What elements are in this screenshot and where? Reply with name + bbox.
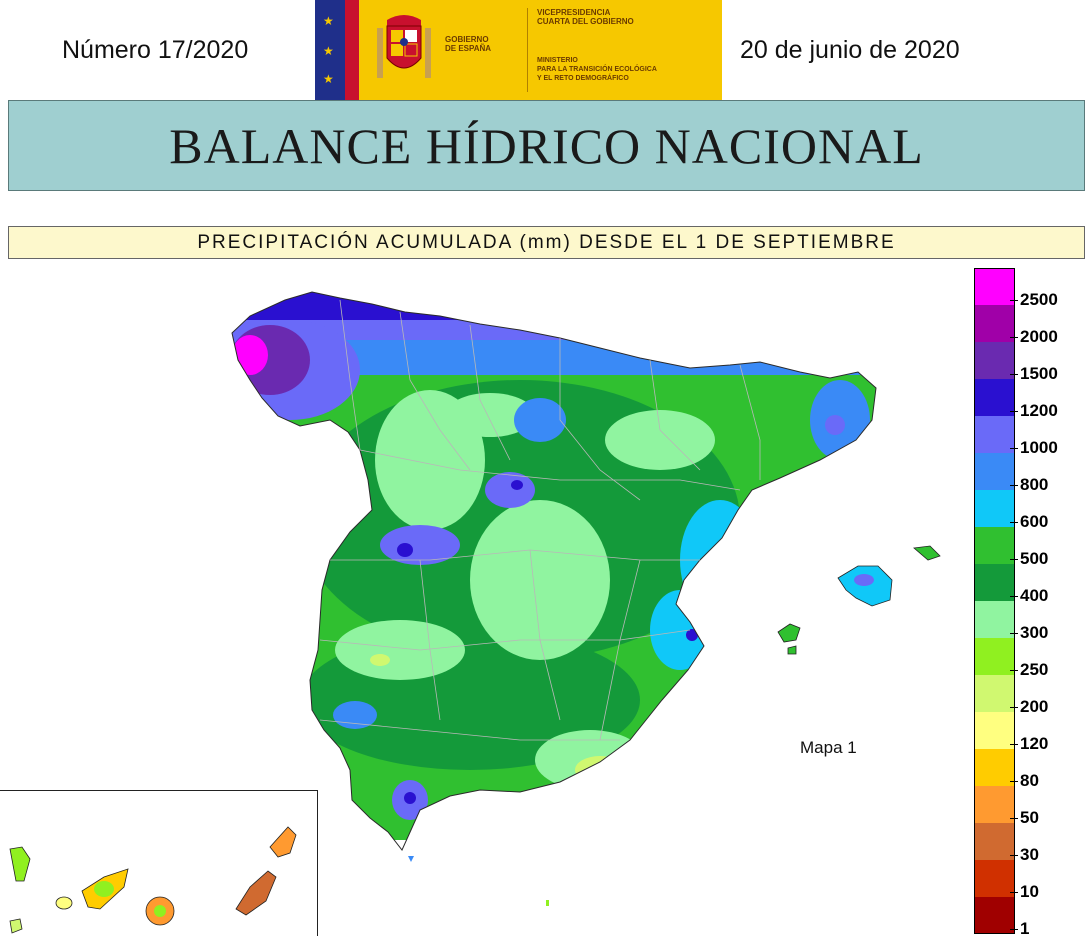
peninsula-outline xyxy=(231,291,877,851)
legend-label: 1 xyxy=(1020,919,1030,938)
legend-swatch xyxy=(974,342,1015,379)
gobierno-text: GOBIERNO DE ESPAÑA xyxy=(445,35,492,53)
legend-swatch xyxy=(974,675,1015,712)
logo-divider xyxy=(527,8,528,92)
legend-swatch xyxy=(974,749,1015,786)
map-subtitle: PRECIPITACIÓN ACUMULADA (mm) DESDE EL 1 … xyxy=(197,232,896,253)
flag-red-stripe xyxy=(345,0,359,100)
legend-tick xyxy=(1010,596,1018,597)
issue-date: 20 de junio de 2020 xyxy=(740,36,960,64)
legend-label: 2500 xyxy=(1020,290,1058,309)
legend-label: 30 xyxy=(1020,845,1039,864)
legend-label: 1500 xyxy=(1020,364,1058,383)
province-boundaries xyxy=(319,299,761,741)
page-title: BALANCE HÍDRICO NACIONAL xyxy=(169,118,924,174)
legend-tick xyxy=(1010,633,1018,634)
legend-swatch xyxy=(974,601,1015,638)
legend-tick xyxy=(1010,744,1018,745)
government-logo: ★ ★ ★ GOBIERNO DE ESPAÑA VICEPRESIDENCIA… xyxy=(315,0,722,100)
legend-label: 800 xyxy=(1020,475,1049,494)
melilla-marker xyxy=(546,900,549,906)
vicepresidencia-text: VICEPRESIDENCIA CUARTA DEL GOBIERNO xyxy=(537,8,634,26)
legend-label: 1200 xyxy=(1020,401,1058,420)
eu-flag-strip: ★ ★ ★ xyxy=(315,0,345,100)
star-icon: ★ xyxy=(323,44,334,58)
legend-swatch xyxy=(974,527,1015,564)
legend-swatch xyxy=(974,860,1015,897)
legend-swatch xyxy=(974,638,1015,675)
legend-label: 300 xyxy=(1020,623,1049,642)
star-icon: ★ xyxy=(323,14,334,28)
legend-tick xyxy=(1010,707,1018,708)
legend-tick xyxy=(1010,929,1018,930)
legend-label: 500 xyxy=(1020,549,1049,568)
legend-swatch xyxy=(974,416,1015,453)
legend-tick xyxy=(1010,337,1018,338)
legend-swatch xyxy=(974,786,1015,823)
legend-swatch xyxy=(974,897,1015,934)
legend-swatch xyxy=(974,453,1015,490)
legend-tick xyxy=(1010,374,1018,375)
coat-of-arms-icon xyxy=(377,15,431,78)
legend-tick xyxy=(1010,670,1018,671)
legend-swatch xyxy=(974,305,1015,342)
legend-tick xyxy=(1010,448,1018,449)
legend-label: 80 xyxy=(1020,771,1039,790)
balearic-islands xyxy=(777,545,941,655)
legend-label: 1000 xyxy=(1020,438,1058,457)
legend-tick xyxy=(1010,411,1018,412)
map-label: Mapa 1 xyxy=(800,738,857,757)
legend-swatch xyxy=(974,490,1015,527)
legend-tick xyxy=(1010,818,1018,819)
precipitation-legend: 2500 2000 1500 1200 1000 800 600 500 400 300 250 20… xyxy=(972,268,1085,948)
legend-swatch xyxy=(974,823,1015,860)
legend-tick xyxy=(1010,522,1018,523)
header: Número 17/2020 ★ ★ ★ GOBIERNO DE ESPAÑA … xyxy=(0,0,1085,100)
legend-label: 2000 xyxy=(1020,327,1058,346)
legend-label: 600 xyxy=(1020,512,1049,531)
canary-islands-inset xyxy=(0,790,318,936)
legend-label: 250 xyxy=(1020,660,1049,679)
issue-number: Número 17/2020 xyxy=(62,36,249,64)
legend-swatch xyxy=(974,712,1015,749)
legend-label: 120 xyxy=(1020,734,1049,753)
subtitle-band: PRECIPITACIÓN ACUMULADA (mm) DESDE EL 1 … xyxy=(8,226,1085,259)
legend-tick xyxy=(1010,485,1018,486)
legend-tick xyxy=(1010,781,1018,782)
legend-label: 50 xyxy=(1020,808,1039,827)
star-icon: ★ xyxy=(323,72,334,86)
legend-tick xyxy=(1010,559,1018,560)
legend-swatch xyxy=(974,268,1015,305)
precipitation-map xyxy=(231,291,941,906)
legend-swatch xyxy=(974,379,1015,416)
legend-label: 10 xyxy=(1020,882,1039,901)
ministerio-text: MINISTERIO PARA LA TRANSICIÓN ECOLÓGICA … xyxy=(537,57,657,82)
ceuta-marker xyxy=(408,856,414,862)
legend-tick xyxy=(1010,855,1018,856)
legend-tick xyxy=(1010,300,1018,301)
legend-swatch xyxy=(974,564,1015,601)
canary-islands-map xyxy=(9,826,297,934)
legend-label: 400 xyxy=(1020,586,1049,605)
legend-label: 200 xyxy=(1020,697,1049,716)
title-band: BALANCE HÍDRICO NACIONAL xyxy=(8,100,1085,191)
legend-tick xyxy=(1010,892,1018,893)
